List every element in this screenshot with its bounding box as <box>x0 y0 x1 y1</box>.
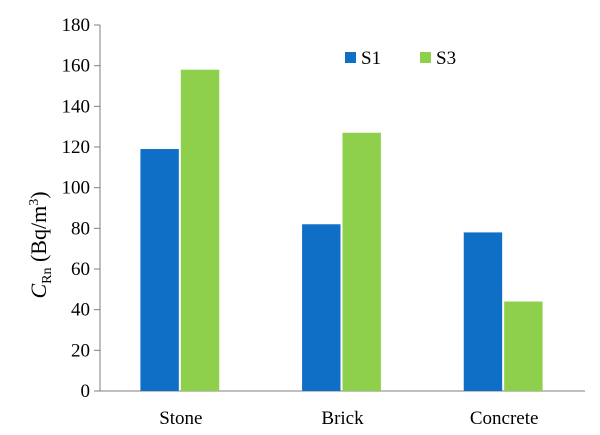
y-tick-label: 0 <box>81 381 91 402</box>
y-tick-label: 80 <box>71 218 90 239</box>
legend-label-s3: S3 <box>436 48 456 69</box>
bar-s3-stone <box>180 69 220 391</box>
x-tick-label: Concrete <box>470 408 539 429</box>
bar-s3-concrete <box>504 301 543 391</box>
y-tick-label: 140 <box>62 96 91 117</box>
x-tick-label: Brick <box>321 408 364 429</box>
bar-s3-brick <box>342 132 381 391</box>
y-axis-title-unit: (Bq/m <box>26 206 51 268</box>
x-axis-ticks: Stone Brick Concrete <box>159 408 538 429</box>
y-axis-ticks: 0 20 40 60 80 100 120 140 160 180 <box>62 15 100 402</box>
y-axis-title-sub: Rn <box>40 268 55 284</box>
bars <box>140 69 543 391</box>
legend-swatch-s3 <box>420 52 431 63</box>
y-axis-title: CRn (Bq/m3) <box>26 191 55 298</box>
y-tick-label: 40 <box>71 300 90 321</box>
bar-s1-brick <box>302 224 341 391</box>
y-axis-title-close: ) <box>26 191 51 198</box>
y-tick-label: 120 <box>62 137 91 158</box>
bar-s1-stone <box>140 149 179 391</box>
y-tick-label: 20 <box>71 340 90 361</box>
y-tick-label: 60 <box>71 259 90 280</box>
bar-s1-concrete <box>463 232 503 391</box>
legend-swatch-s1 <box>345 52 356 63</box>
y-axis-title-sup: 3 <box>27 199 42 206</box>
y-tick-label: 100 <box>62 178 91 199</box>
y-tick-label: 160 <box>62 56 91 77</box>
x-tick-label: Stone <box>159 408 202 429</box>
legend-label-s1: S1 <box>361 48 381 69</box>
y-tick-label: 180 <box>62 15 91 36</box>
y-axis-title-main: C <box>26 284 51 299</box>
legend: S1 S3 <box>345 48 456 69</box>
